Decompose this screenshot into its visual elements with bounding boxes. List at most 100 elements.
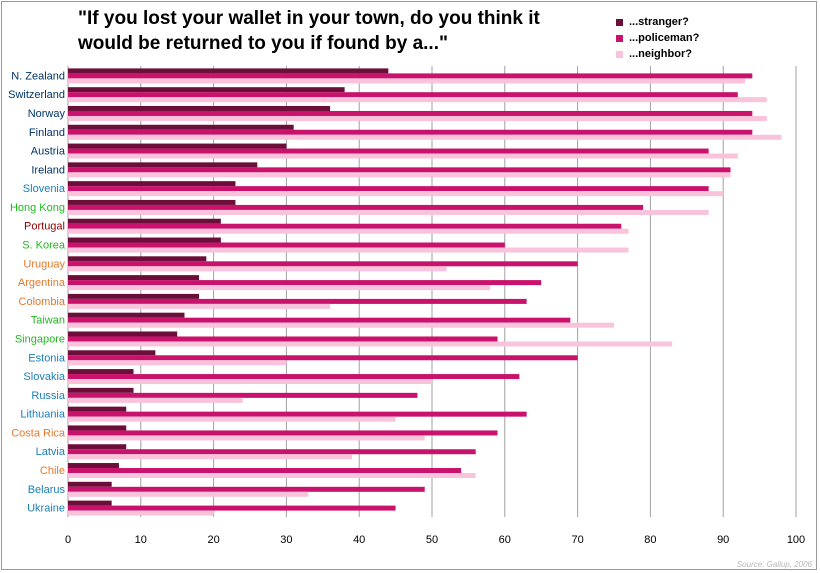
bar-stranger — [68, 199, 236, 205]
category-label: Austria — [31, 146, 66, 158]
bar-neighbor — [68, 397, 243, 403]
bar-policeman — [68, 298, 527, 304]
legend-item-stranger: ...stranger? — [616, 14, 699, 30]
category-label: Uruguay — [23, 258, 65, 270]
bar-neighbor — [68, 115, 767, 121]
bar-stranger — [68, 444, 127, 450]
x-tick-label: 30 — [280, 534, 292, 546]
category-label: Slovenia — [23, 183, 66, 195]
bar-policeman — [68, 374, 520, 380]
bar-neighbor — [68, 360, 287, 366]
x-tick-label: 60 — [499, 534, 511, 546]
legend-label-policeman: ...policeman? — [629, 32, 700, 44]
bar-neighbor — [68, 510, 214, 516]
category-label: N. Zealand — [11, 70, 65, 82]
category-label: Norway — [28, 108, 66, 120]
category-label: Colombia — [19, 296, 66, 308]
bar-neighbor — [68, 153, 738, 159]
category-label: Switzerland — [8, 89, 65, 101]
bar-stranger — [68, 331, 178, 337]
bar-policeman — [68, 505, 396, 511]
bar-neighbor — [68, 379, 432, 385]
bar-stranger — [68, 293, 200, 299]
bar-neighbor — [68, 322, 614, 328]
chart-title: "If you lost your wallet in your town, d… — [78, 8, 540, 54]
bar-neighbor — [68, 191, 724, 197]
bar-policeman — [68, 186, 709, 192]
legend-swatch-policeman — [616, 34, 623, 42]
category-label: Estonia — [28, 352, 66, 364]
category-label: Hong Kong — [10, 202, 65, 214]
bar-stranger — [68, 481, 112, 487]
bar-stranger — [68, 350, 156, 356]
category-label: S. Korea — [22, 240, 66, 252]
bar-neighbor — [68, 454, 352, 460]
category-label: Finland — [29, 127, 65, 139]
source-note: Source: Gallup, 2006 — [736, 560, 812, 569]
bar-stranger — [68, 162, 258, 168]
bar-neighbor — [68, 473, 476, 479]
bar-policeman — [68, 411, 527, 417]
bar-neighbor — [68, 209, 709, 215]
category-label: Costa Rica — [11, 427, 66, 439]
bar-stranger — [68, 105, 331, 111]
legend: ...stranger? ...policeman? ...neighbor? — [616, 14, 699, 62]
bar-stranger — [68, 406, 127, 412]
bar-stranger — [68, 256, 207, 262]
bar-stranger — [68, 275, 200, 281]
bar-stranger — [68, 143, 287, 149]
bar-policeman — [68, 486, 425, 492]
legend-label-neighbor: ...neighbor? — [629, 48, 692, 60]
category-label: Russia — [31, 390, 66, 402]
bar-policeman — [68, 280, 542, 286]
category-label: Slovakia — [23, 371, 65, 383]
bar-stranger — [68, 68, 389, 74]
x-tick-label: 20 — [207, 534, 219, 546]
bar-policeman — [68, 223, 622, 229]
category-label: Taiwan — [31, 315, 65, 327]
x-tick-label: 40 — [353, 534, 365, 546]
bar-stranger — [68, 87, 345, 93]
bar-policeman — [68, 73, 753, 79]
bar-policeman — [68, 449, 476, 455]
bar-stranger — [68, 312, 185, 318]
legend-swatch-neighbor — [616, 50, 623, 58]
bar-policeman — [68, 110, 753, 116]
category-label: Ukraine — [27, 503, 65, 515]
bar-neighbor — [68, 416, 396, 422]
bar-policeman — [68, 317, 571, 323]
bar-stranger — [68, 387, 134, 393]
category-label: Ireland — [31, 164, 65, 176]
x-tick-label: 70 — [571, 534, 583, 546]
bar-policeman — [68, 392, 418, 398]
legend-swatch-stranger — [616, 18, 623, 26]
legend-item-policeman: ...policeman? — [616, 30, 699, 46]
bar-stranger — [68, 500, 112, 506]
bar-stranger — [68, 369, 134, 375]
bar-neighbor — [68, 247, 629, 253]
bar-neighbor — [68, 285, 491, 291]
x-tick-label: 50 — [426, 534, 438, 546]
bar-policeman — [68, 148, 709, 154]
bar-policeman — [68, 355, 578, 361]
bar-policeman — [68, 430, 498, 436]
x-tick-label: 90 — [717, 534, 729, 546]
bar-stranger — [68, 237, 221, 243]
bar-policeman — [68, 242, 505, 248]
x-tick-label: 10 — [135, 534, 147, 546]
bar-policeman — [68, 92, 738, 98]
bar-policeman — [68, 204, 644, 210]
bar-neighbor — [68, 303, 331, 309]
category-label: Belarus — [28, 484, 66, 496]
bar-policeman — [68, 336, 498, 342]
bar-neighbor — [68, 341, 673, 347]
bar-neighbor — [68, 97, 767, 103]
bar-policeman — [68, 129, 753, 135]
bar-policeman — [68, 468, 462, 474]
x-tick-label: 100 — [787, 534, 805, 546]
bar-stranger — [68, 181, 236, 187]
bar-stranger — [68, 124, 294, 130]
category-label: Lithuania — [20, 409, 66, 421]
bar-stranger — [68, 425, 127, 431]
